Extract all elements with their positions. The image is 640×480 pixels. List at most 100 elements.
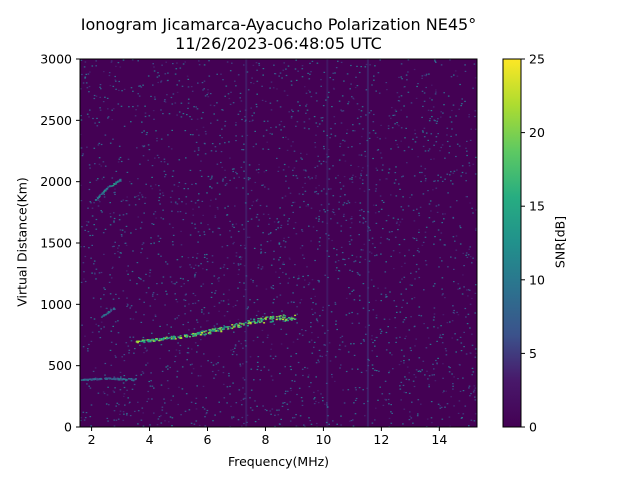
noise-cell — [164, 101, 167, 103]
echo-cell — [235, 323, 238, 325]
noise-cell — [257, 172, 260, 174]
noise-cell — [326, 406, 329, 408]
noise-cell — [243, 265, 246, 267]
noise-cell — [311, 308, 313, 310]
noise-cell — [273, 221, 276, 223]
noise-cell — [313, 116, 316, 118]
noise-cell — [435, 187, 438, 189]
noise-cell — [252, 64, 255, 66]
noise-cell — [203, 353, 205, 355]
noise-cell — [159, 189, 161, 191]
noise-cell — [137, 410, 140, 412]
noise-cell — [474, 413, 477, 415]
interference-band — [326, 59, 329, 427]
noise-cell — [347, 389, 350, 391]
noise-cell — [342, 154, 345, 156]
noise-cell — [364, 258, 367, 261]
noise-cell — [434, 59, 436, 61]
noise-cell — [301, 68, 304, 70]
noise-cell — [424, 260, 427, 262]
noise-cell — [95, 95, 98, 97]
noise-cell — [288, 218, 290, 220]
noise-cell — [172, 63, 174, 65]
noise-cell — [457, 288, 459, 290]
noise-cell — [327, 329, 329, 332]
echo-cell — [117, 378, 120, 380]
noise-cell — [298, 387, 301, 389]
echo-cell — [272, 317, 275, 319]
noise-cell — [243, 64, 245, 66]
noise-cell — [433, 180, 435, 182]
noise-cell — [360, 249, 363, 251]
noise-cell — [325, 192, 328, 194]
noise-cell — [424, 168, 427, 170]
noise-cell — [114, 79, 117, 81]
noise-cell — [118, 245, 120, 247]
noise-cell — [367, 211, 369, 213]
echo-cell — [140, 340, 143, 343]
noise-cell — [258, 62, 260, 65]
noise-cell — [375, 222, 378, 224]
noise-cell — [218, 227, 221, 229]
noise-cell — [380, 293, 383, 295]
noise-cell — [362, 307, 365, 309]
noise-cell — [411, 284, 413, 286]
noise-cell — [251, 115, 254, 117]
noise-cell — [154, 96, 156, 98]
noise-cell — [289, 365, 292, 368]
noise-cell — [255, 106, 258, 108]
noise-cell — [292, 174, 295, 177]
noise-cell — [441, 288, 443, 290]
noise-cell — [439, 239, 442, 241]
noise-cell — [86, 224, 88, 226]
noise-cell — [327, 96, 329, 98]
noise-cell — [242, 377, 244, 379]
noise-cell — [415, 237, 418, 240]
noise-cell — [472, 257, 474, 259]
noise-cell — [386, 238, 389, 240]
noise-cell — [392, 114, 394, 116]
noise-cell — [360, 342, 362, 345]
noise-cell — [345, 219, 348, 221]
noise-cell — [125, 342, 128, 344]
noise-cell — [118, 145, 121, 147]
noise-cell — [320, 190, 323, 192]
noise-cell — [437, 204, 440, 206]
noise-cell — [434, 180, 436, 182]
noise-cell — [226, 268, 229, 270]
noise-cell — [241, 416, 244, 419]
noise-cell — [104, 134, 107, 136]
echo-cell — [289, 318, 292, 320]
noise-cell — [111, 246, 114, 248]
noise-cell — [306, 367, 309, 369]
noise-cell — [412, 380, 415, 382]
noise-cell — [338, 270, 340, 272]
echo-cell — [282, 318, 285, 321]
noise-cell — [93, 202, 95, 204]
noise-cell — [174, 201, 177, 203]
noise-cell — [228, 141, 230, 143]
noise-cell — [145, 292, 148, 294]
noise-cell — [433, 144, 435, 146]
echo-cell — [292, 317, 295, 320]
noise-cell — [449, 59, 451, 61]
noise-cell — [473, 63, 476, 65]
noise-cell — [395, 341, 397, 343]
noise-cell — [253, 379, 255, 381]
noise-cell — [430, 110, 433, 112]
echo-cell — [269, 316, 272, 318]
noise-cell — [407, 146, 410, 148]
echo-cell — [112, 308, 115, 310]
noise-cell — [315, 376, 317, 378]
echo-cell — [115, 181, 118, 183]
noise-cell — [327, 415, 329, 417]
noise-cell — [394, 317, 396, 319]
noise-cell — [308, 341, 311, 343]
echo-cell — [141, 339, 144, 341]
noise-cell — [375, 188, 377, 190]
noise-cell — [411, 401, 413, 403]
noise-cell — [130, 87, 133, 89]
noise-cell — [269, 132, 271, 135]
noise-cell — [433, 326, 435, 328]
noise-cell — [278, 423, 281, 425]
